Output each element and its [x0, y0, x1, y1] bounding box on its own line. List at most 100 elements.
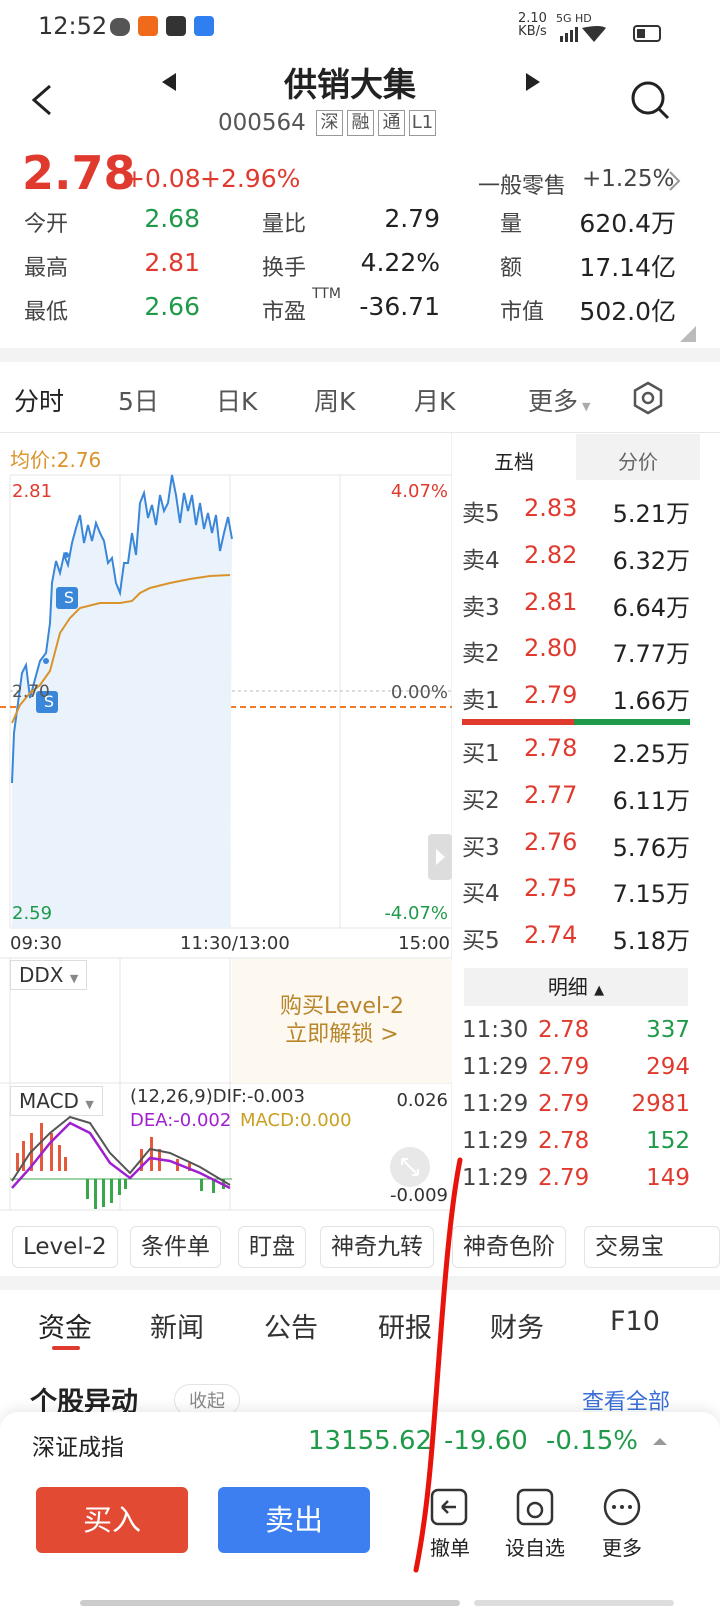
level-volume: 5.76万 — [612, 833, 690, 862]
trade-time: 11:30 — [462, 1017, 529, 1043]
news-tab[interactable]: 公告 — [264, 1313, 318, 1344]
settings-button[interactable] — [630, 380, 666, 416]
news-tab[interactable]: 研报 — [378, 1313, 432, 1344]
level-volume: 6.32万 — [612, 546, 690, 575]
network: 5G HD — [556, 12, 592, 25]
tool-chip[interactable]: 条件单 — [130, 1226, 221, 1268]
trade-time: 11:29 — [462, 1165, 529, 1191]
chevron — [669, 171, 681, 191]
intraday-chart — [0, 433, 452, 1211]
more-actions[interactable]: 更多 — [602, 1536, 642, 1560]
tab-indicator — [52, 1346, 80, 1350]
scroll-indicator — [80, 1600, 460, 1606]
book-tab[interactable]: 五档 — [494, 450, 534, 474]
stat-label: 额 — [500, 256, 523, 281]
level-label: 买1 — [462, 741, 500, 767]
stat-value: 2.68 — [144, 204, 200, 233]
trade-volume: 149 — [646, 1165, 690, 1191]
macd-label: MACD — [19, 1089, 79, 1113]
ddx-selector[interactable]: DDX ▼ — [10, 960, 88, 990]
separator — [0, 1276, 720, 1290]
macd-selector[interactable]: MACD ▼ — [10, 1086, 103, 1116]
tool-chip[interactable]: 交易宝 — [584, 1226, 720, 1268]
period-tab[interactable]: 周K — [314, 387, 356, 416]
level-label: 卖5 — [462, 501, 500, 527]
level-volume: 1.66万 — [612, 687, 690, 716]
add-watchlist[interactable]: 设自选 — [505, 1536, 565, 1560]
annotation-stroke — [413, 1157, 463, 1573]
corner — [680, 326, 696, 342]
index-change: -19.60 — [444, 1426, 528, 1456]
level2-unlock[interactable]: 购买Level-2 立即解锁 > — [232, 993, 452, 1049]
price-pct: +2.96% — [200, 164, 301, 193]
view-all[interactable]: 查看全部 — [581, 1390, 670, 1415]
stock-name: 供销大集 — [284, 65, 416, 104]
level-label: 买4 — [462, 881, 500, 908]
level-label: 买5 — [462, 928, 500, 955]
level-label: 卖2 — [462, 641, 500, 668]
period-tab[interactable]: 日K — [216, 387, 258, 416]
level-volume: 2.25万 — [612, 740, 690, 768]
notification-icons — [110, 16, 220, 38]
trade-time: 11:29 — [462, 1091, 529, 1117]
stat-value: 620.4万 — [579, 209, 676, 238]
period-tab[interactable]: 月K — [414, 387, 456, 416]
level-label: 卖4 — [462, 547, 500, 574]
stat-label: 换手 — [262, 256, 307, 281]
expand-handle[interactable] — [428, 834, 452, 880]
period-tab[interactable]: 更多 ▼ — [528, 387, 591, 416]
buy-button[interactable]: 买入 — [36, 1487, 188, 1553]
level-label: 卖3 — [462, 594, 500, 621]
axis-low: 2.59 — [12, 903, 53, 924]
news-tab[interactable]: 财务 — [490, 1313, 544, 1344]
stat-value: 502.0亿 — [579, 297, 676, 326]
trade-time: 11:29 — [462, 1128, 529, 1154]
tab-bg — [576, 434, 700, 480]
search-button[interactable] — [628, 78, 672, 122]
trade-price: 2.79 — [538, 1091, 590, 1117]
price-change: +0.08 — [124, 164, 201, 193]
trade-price: 2.78 — [538, 1128, 590, 1154]
level-volume: 7.77万 — [612, 640, 690, 669]
axis-high-pct: 4.07% — [390, 481, 448, 502]
net-speed: 2.10 KB/s — [518, 12, 547, 38]
level-price: 2.76 — [524, 827, 578, 856]
stat-value: -36.71 — [359, 292, 440, 321]
level-price: 2.82 — [524, 540, 578, 569]
tool-chip[interactable]: 盯盘 — [238, 1226, 306, 1268]
stat-value: 17.14亿 — [579, 253, 676, 282]
stat-value: 2.66 — [144, 292, 200, 321]
clock: 12:52 — [38, 12, 108, 40]
news-tab[interactable]: 资金 — [38, 1313, 92, 1344]
period-tab[interactable]: 分时 — [14, 387, 65, 416]
book-tab[interactable]: 分价 — [618, 450, 658, 474]
trade-time: 11:29 — [462, 1054, 529, 1080]
sector[interactable]: 一般零售 — [478, 174, 567, 199]
level-volume: 5.18万 — [612, 927, 690, 956]
stat-label: 量比 — [262, 212, 307, 237]
macd-dea: DEA:-0.002 — [130, 1110, 232, 1131]
back-button[interactable] — [28, 82, 58, 118]
news-tab[interactable]: F10 — [610, 1306, 660, 1337]
index-pct: -0.15% — [546, 1426, 638, 1456]
detail-header[interactable]: 明细 ▲ — [464, 968, 688, 1006]
separator — [0, 348, 720, 362]
period-tab[interactable]: 5日 — [118, 387, 159, 416]
tool-chip[interactable]: Level-2 — [12, 1226, 118, 1268]
trade-price: 2.78 — [538, 1017, 590, 1043]
prev-stock[interactable] — [160, 72, 178, 92]
lock-line: 购买Level-2 — [279, 994, 404, 1019]
tool-chip[interactable]: 神奇九转 — [320, 1226, 434, 1268]
level-price: 2.74 — [524, 921, 578, 950]
sell-button[interactable]: 卖出 — [218, 1487, 370, 1553]
cancel-order[interactable]: 撤单 — [430, 1536, 470, 1560]
level-price: 2.77 — [524, 780, 578, 809]
tool-chip[interactable]: 神奇色阶 — [452, 1226, 566, 1268]
news-tab[interactable]: 新闻 — [150, 1313, 204, 1344]
macd-dif: (12,26,9)DIF:-0.003 — [130, 1086, 305, 1107]
expand-index[interactable] — [652, 1436, 668, 1446]
macd-top: 0.026 — [396, 1090, 448, 1111]
next-stock[interactable] — [524, 72, 542, 92]
avg-price: 均价:2.76 — [10, 448, 102, 472]
